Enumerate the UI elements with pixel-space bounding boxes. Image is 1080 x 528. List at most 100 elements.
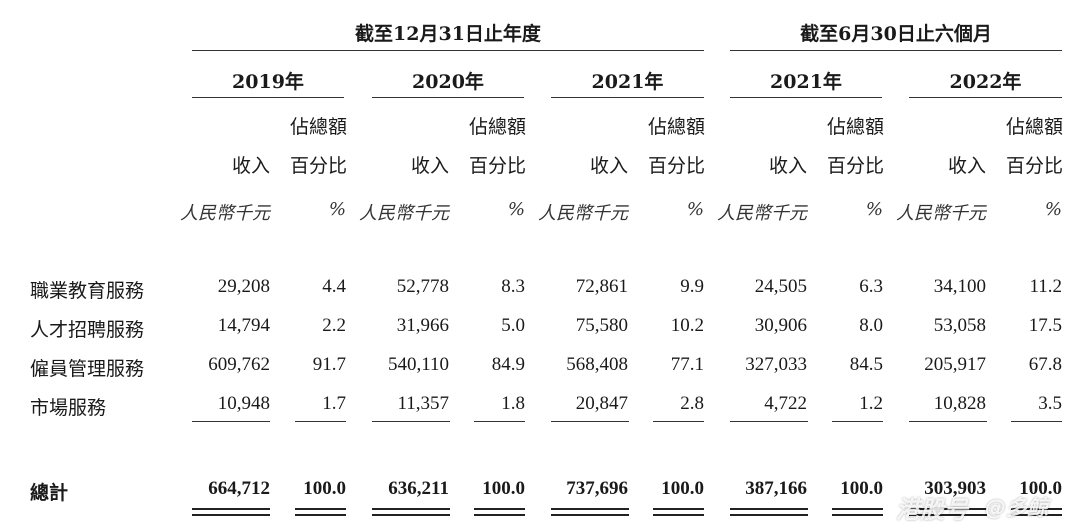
- double-underline-segment: [653, 514, 704, 516]
- double-underline-segment: [295, 508, 346, 510]
- revenue-cell: 53,058: [933, 315, 986, 336]
- total-value: 636,211: [388, 478, 449, 499]
- pct-header-line2: 百分比: [290, 155, 348, 177]
- double-underline-segment: [832, 514, 883, 516]
- year-header-2022-h1: 2022年: [949, 71, 1022, 93]
- pct-header-line2: 百分比: [469, 155, 527, 177]
- pct-cell: 5.0: [501, 315, 525, 336]
- group-underline-six-month: [730, 50, 1062, 51]
- revenue-cell: 20,847: [575, 393, 628, 414]
- year-header-2021: 2021年: [591, 71, 664, 93]
- subtotal-rule: [653, 421, 704, 422]
- pct-cell: 91.7: [312, 354, 346, 375]
- six-month-group-header: 截至6月30日止六個月: [800, 23, 992, 45]
- double-underline-segment: [192, 508, 270, 510]
- pct-cell: 4.4: [322, 276, 346, 297]
- pct-cell: 3.5: [1038, 393, 1062, 414]
- revenue-cell: 34,100: [933, 276, 986, 297]
- revenue-cell: 11,357: [397, 393, 449, 414]
- subtotal-rule: [474, 421, 525, 422]
- total-label: 總計: [30, 482, 69, 504]
- unit-percent: %: [1044, 199, 1062, 220]
- watermark-left: 港股号: [896, 496, 968, 524]
- total-pct: 100.0: [1019, 478, 1062, 499]
- pct-header-line1: 佔總額: [1006, 116, 1064, 138]
- total-value: 664,712: [208, 478, 270, 499]
- revenue-header: 收入: [768, 155, 807, 177]
- revenue-header: 收入: [231, 155, 270, 177]
- row-label: 職業教育服務: [30, 280, 145, 302]
- pct-header-line1: 佔總額: [648, 116, 706, 138]
- revenue-cell: 24,505: [754, 276, 807, 297]
- pct-header-line1: 佔總額: [827, 116, 885, 138]
- subtotal-rule: [832, 421, 883, 422]
- revenue-cell: 75,580: [575, 315, 628, 336]
- year-underline: [551, 97, 704, 98]
- double-underline-segment: [551, 508, 629, 510]
- total-pct: 100.0: [482, 478, 525, 499]
- revenue-cell: 327,033: [745, 354, 807, 375]
- revenue-cell: 10,948: [217, 393, 270, 414]
- pct-cell: 9.9: [680, 276, 704, 297]
- pct-cell: 84.5: [849, 354, 883, 375]
- unit-percent: %: [328, 199, 346, 220]
- double-underline-segment: [474, 514, 525, 516]
- revenue-cell: 540,110: [387, 354, 449, 375]
- pct-header-line2: 百分比: [1006, 155, 1064, 177]
- revenue-cell: 72,861: [575, 276, 628, 297]
- year-underline: [909, 97, 1062, 98]
- revenue-cell: 205,917: [924, 354, 986, 375]
- double-underline-segment: [372, 508, 450, 510]
- revenue-header: 收入: [947, 155, 986, 177]
- year-header-2021-h1: 2021年: [770, 71, 842, 93]
- revenue-cell: 31,966: [396, 315, 449, 336]
- pct-header-line1: 佔總額: [469, 116, 527, 138]
- subtotal-rule: [192, 421, 270, 422]
- unit-rmb-thousand: 人民幣千元: [180, 203, 270, 224]
- total-pct: 100.0: [661, 478, 704, 499]
- year-underline: [730, 97, 882, 98]
- total-value: 303,903: [924, 478, 986, 499]
- double-underline-segment: [372, 514, 450, 516]
- unit-rmb-thousand: 人民幣千元: [896, 203, 986, 224]
- double-underline-segment: [1011, 508, 1062, 510]
- unit-percent: %: [507, 199, 525, 220]
- revenue-cell: 52,778: [396, 276, 449, 297]
- subtotal-rule: [1011, 421, 1062, 422]
- double-underline-segment: [653, 508, 704, 510]
- pct-cell: 1.2: [859, 393, 883, 414]
- revenue-cell: 568,408: [566, 354, 628, 375]
- subtotal-rule: [551, 421, 629, 422]
- double-underline-segment: [909, 508, 987, 510]
- revenue-header: 收入: [410, 155, 449, 177]
- pct-cell: 67.8: [1028, 354, 1062, 375]
- pct-cell: 10.2: [670, 315, 704, 336]
- revenue-cell: 4,722: [764, 393, 807, 414]
- pct-cell: 1.7: [322, 393, 346, 414]
- year-header-2020: 2020年: [412, 71, 484, 93]
- pct-cell: 84.9: [491, 354, 525, 375]
- subtotal-rule: [909, 421, 987, 422]
- double-underline-segment: [192, 514, 270, 516]
- pct-cell: 6.3: [859, 276, 883, 297]
- double-underline-segment: [730, 514, 808, 516]
- subtotal-rule: [730, 421, 808, 422]
- double-underline-segment: [474, 508, 525, 510]
- revenue-cell: 10,828: [933, 393, 986, 414]
- year-end-group-header: 截至12月31日止年度: [355, 23, 541, 45]
- double-underline-segment: [909, 514, 987, 516]
- pct-cell: 77.1: [670, 354, 704, 375]
- double-underline-segment: [1011, 514, 1062, 516]
- total-pct: 100.0: [840, 478, 883, 499]
- total-value: 737,696: [566, 478, 628, 499]
- pct-cell: 1.8: [501, 393, 525, 414]
- pct-cell: 17.5: [1028, 315, 1062, 336]
- unit-rmb-thousand: 人民幣千元: [538, 203, 628, 224]
- row-label: 僱員管理服務: [30, 358, 145, 380]
- row-label: 市場服務: [30, 397, 107, 419]
- unit-rmb-thousand: 人民幣千元: [717, 203, 807, 224]
- pct-header-line2: 百分比: [827, 155, 885, 177]
- total-pct: 100.0: [303, 478, 346, 499]
- revenue-header: 收入: [589, 155, 628, 177]
- pct-cell: 8.3: [501, 276, 525, 297]
